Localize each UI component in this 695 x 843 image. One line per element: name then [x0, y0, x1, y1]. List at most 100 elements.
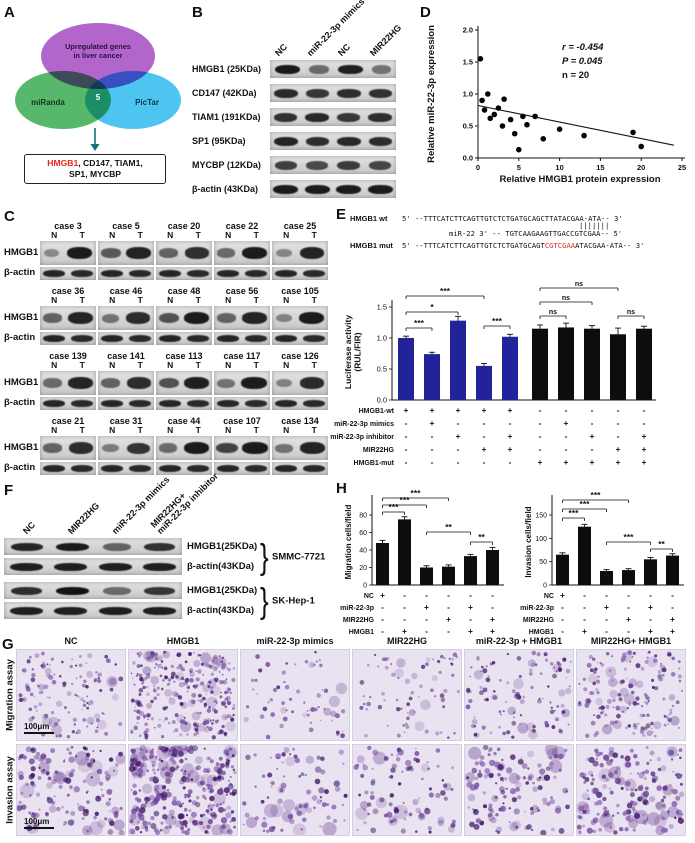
cell-clump: [213, 661, 220, 669]
cell-dot: [196, 722, 200, 725]
cell-dot: [679, 782, 683, 786]
cell-dot: [600, 711, 604, 715]
cell-dot: [108, 798, 112, 801]
matrix-cell: -: [469, 614, 472, 624]
cell-clump: [159, 765, 174, 780]
case-header: case 46 N T: [98, 286, 154, 305]
cell-dot: [577, 814, 582, 819]
blot-strip: [270, 108, 396, 126]
cell-dot: [669, 708, 673, 712]
panel-b: B NC miR-22-3p mimics NC MIR22HG HMGB1 (25K…: [192, 0, 404, 208]
blot-strip: [4, 602, 182, 619]
cell-dot: [632, 731, 636, 735]
hmgb1-strip: [156, 436, 212, 460]
stat-annotation: P = 0.045: [562, 56, 603, 67]
cell-dot: [51, 779, 57, 785]
cell-dot: [172, 745, 176, 750]
cell-dot: [531, 662, 536, 667]
cell-clump: [601, 723, 613, 735]
protein-band: [245, 465, 267, 472]
cell-dot: [506, 652, 510, 656]
protein-band: [187, 335, 209, 342]
scale-bar-label: 100μm: [24, 722, 50, 731]
cell-dot: [90, 722, 93, 725]
bactin-strip: [98, 332, 154, 345]
cell-dot: [618, 826, 624, 832]
cell-dot: [254, 816, 260, 821]
cell-dot: [186, 793, 191, 798]
cell-dot: [209, 686, 214, 690]
cell-dot: [523, 810, 526, 813]
case-header: case 25 N T: [272, 221, 328, 240]
cell-dot: [549, 798, 555, 805]
genes-line1-rest: , CD147, TIAM1,: [78, 158, 143, 168]
cell-dot: [625, 761, 632, 768]
cell-dot: [313, 707, 318, 712]
bar: [636, 328, 652, 400]
matrix-cell: -: [431, 444, 434, 454]
cell-dot: [180, 667, 185, 672]
cell-clump: [619, 687, 629, 697]
cell-dot: [226, 753, 229, 756]
cell-dot: [435, 792, 441, 799]
cell-dot: [141, 755, 148, 762]
cell-dot: [565, 677, 568, 679]
cell-dot: [146, 652, 149, 655]
cell-dot: [103, 713, 105, 716]
cell-dot: [210, 690, 214, 694]
bactin-strip: [40, 462, 96, 475]
cell-clump: [359, 800, 369, 810]
cell-dot: [157, 723, 162, 728]
cell-dot: [413, 710, 416, 713]
cell-dot: [654, 686, 659, 691]
cell-dot: [668, 823, 674, 829]
cell-clump: [165, 759, 178, 773]
cell-dot: [508, 807, 512, 810]
cell-dot: [82, 699, 86, 703]
cell-dot: [485, 677, 491, 683]
micrograph-canvas: [243, 651, 348, 740]
cell-dot: [218, 756, 223, 761]
cell-dot: [614, 720, 618, 724]
blot-strip: [4, 582, 182, 599]
matrix-cell: -: [565, 405, 568, 415]
cell-dot: [525, 781, 529, 785]
cell-dot: [543, 652, 548, 657]
cell-dot: [279, 723, 284, 729]
data-point: [501, 96, 507, 102]
micrograph-canvas: [353, 745, 456, 834]
cell-clump: [420, 699, 431, 711]
cell-dot: [485, 665, 488, 668]
cell-dot: [667, 713, 670, 717]
case-name: case 113: [165, 351, 203, 361]
lane-label: T: [311, 360, 317, 370]
cell-dot: [78, 696, 81, 699]
cell-clump: [387, 815, 399, 826]
cell-dot: [46, 796, 50, 800]
cell-dot: [218, 806, 224, 813]
cell-dot: [69, 785, 73, 789]
cell-dot: [505, 701, 507, 703]
cell-clump: [150, 675, 160, 685]
cell-dot: [602, 796, 607, 802]
cell-dot: [518, 674, 522, 678]
cell-dot: [624, 780, 631, 787]
cell-dot: [153, 696, 157, 700]
cell-dot: [372, 808, 379, 815]
cell-dot: [415, 830, 418, 833]
cell-dot: [637, 722, 640, 726]
cell-clump: [662, 784, 674, 796]
cell-dot: [420, 664, 426, 670]
cell-dot: [141, 771, 146, 777]
blot-strip: [270, 84, 396, 102]
cell-dot: [519, 723, 522, 725]
cell-dot: [424, 729, 429, 734]
protein-band: [275, 465, 297, 472]
hmgb1-strip: [98, 436, 154, 460]
cell-dot: [585, 733, 590, 739]
